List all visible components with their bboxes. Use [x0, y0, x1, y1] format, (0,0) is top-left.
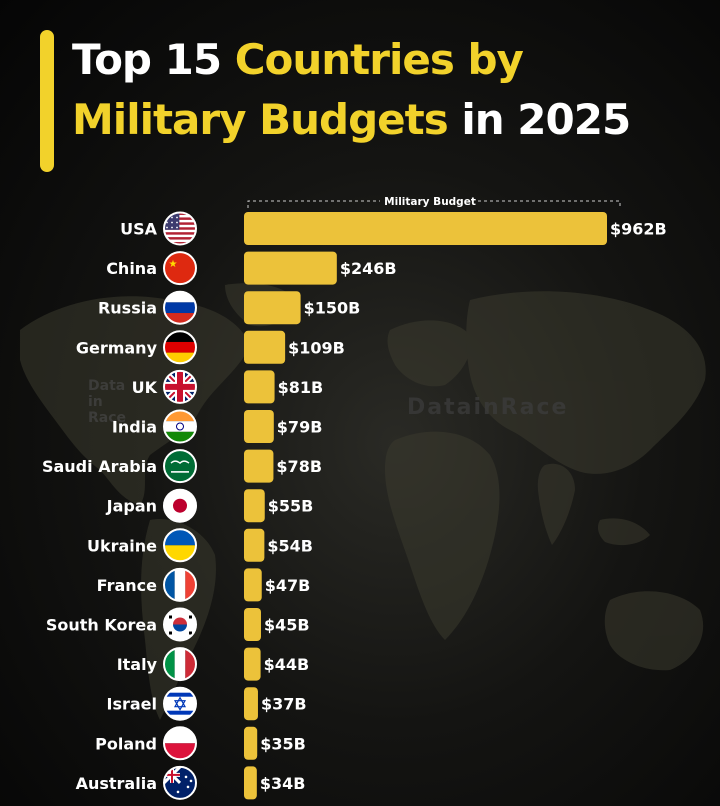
bar: [244, 647, 261, 681]
category-label: UK: [132, 378, 158, 397]
bar: [244, 766, 257, 800]
title-part-3: Military Budgets: [72, 95, 449, 144]
bar-row: Poland $35B: [95, 726, 306, 761]
bar-row: USA $962B: [120, 211, 667, 246]
value-label: $81B: [278, 378, 324, 397]
value-label: $37B: [261, 695, 307, 714]
category-label: China: [106, 259, 157, 278]
bar: [244, 687, 258, 721]
ukraine-flag-icon: [163, 528, 197, 563]
bar: [244, 251, 337, 285]
value-label: $34B: [260, 774, 306, 793]
russia-flag-icon: [163, 290, 197, 325]
value-label: $35B: [260, 734, 306, 753]
category-label: Ukraine: [87, 536, 157, 555]
bar-row: India $79B: [112, 409, 323, 444]
bar-row: South Korea $45B: [46, 607, 310, 642]
bar: [244, 291, 301, 325]
bar-row: Australia $34B: [76, 765, 306, 800]
uk-flag-icon: [163, 369, 197, 404]
bar-row: UK $81B: [132, 369, 324, 404]
value-label: $962B: [610, 220, 667, 239]
bar: [244, 370, 275, 404]
value-label: $44B: [264, 655, 310, 674]
bar-row: Saudi Arabia $78B: [42, 449, 322, 484]
bar-row: France $47B: [97, 567, 311, 602]
france-flag-icon: [163, 567, 197, 602]
poland-flag-icon: [163, 726, 197, 761]
bar-row: Ukraine $54B: [87, 528, 313, 563]
category-label: Australia: [76, 774, 157, 793]
bar: [244, 608, 261, 641]
value-label: $150B: [304, 299, 361, 318]
australia-flag-icon: [163, 765, 197, 800]
category-label: France: [97, 576, 157, 595]
bar-row: Germany $109B: [76, 330, 345, 365]
usa-flag-icon: [163, 211, 197, 246]
bar-row: Russia $150B: [98, 290, 361, 325]
title-accent-bar: [40, 30, 54, 172]
bar: [244, 489, 265, 523]
value-label: $78B: [276, 457, 322, 476]
title-part-2: Countries by: [234, 35, 524, 84]
south-korea-flag-icon: [163, 607, 197, 642]
value-label: $109B: [288, 338, 345, 357]
israel-flag-icon: [163, 686, 197, 721]
category-label: Poland: [95, 734, 157, 753]
category-label: South Korea: [46, 616, 157, 635]
bar: [244, 449, 274, 483]
bar: [244, 212, 607, 245]
bar-row: Italy $44B: [117, 647, 310, 682]
watermark-small: Data in Race: [88, 378, 127, 426]
saudi-arabia-flag-icon: [163, 449, 197, 484]
chart-legend: Military Budget: [247, 196, 621, 208]
bar-row: China ★ $246B: [106, 251, 397, 286]
category-label: Israel: [107, 695, 158, 714]
category-label: Saudi Arabia: [42, 457, 157, 476]
china-flag-icon: ★: [163, 251, 197, 286]
category-label: Japan: [106, 497, 157, 516]
italy-flag-icon: [163, 647, 197, 682]
legend-bracket-left: [247, 200, 380, 208]
value-label: $55B: [268, 497, 314, 516]
category-label: Russia: [98, 299, 157, 318]
legend-bracket-right: [478, 200, 621, 208]
title-part-1: Top 15: [72, 35, 235, 84]
germany-flag-icon: [163, 330, 197, 365]
category-label: Italy: [117, 655, 158, 674]
category-label: USA: [120, 220, 158, 239]
svg-text:★: ★: [169, 259, 178, 270]
category-label: Germany: [76, 338, 158, 357]
value-label: $54B: [267, 536, 313, 555]
bar: [244, 726, 258, 760]
value-label: $47B: [265, 576, 311, 595]
value-label: $246B: [340, 259, 397, 278]
value-label: $45B: [264, 616, 310, 635]
bar: [244, 330, 286, 364]
bar: [244, 528, 265, 562]
title-part-4: in 2025: [447, 95, 631, 144]
bar-row: Israel $37B: [107, 686, 307, 721]
bar: [244, 568, 262, 602]
category-label: India: [112, 418, 157, 437]
legend-label: Military Budget: [384, 196, 476, 208]
value-label: $79B: [277, 418, 323, 437]
india-flag-icon: [163, 409, 197, 444]
japan-flag-icon: [163, 488, 197, 523]
bar: [244, 410, 274, 443]
watermark: DatainRace: [407, 395, 569, 420]
page-title: Top 15 Countries by Military Budgets in …: [72, 30, 712, 150]
bar-row: Japan $55B: [106, 488, 314, 523]
